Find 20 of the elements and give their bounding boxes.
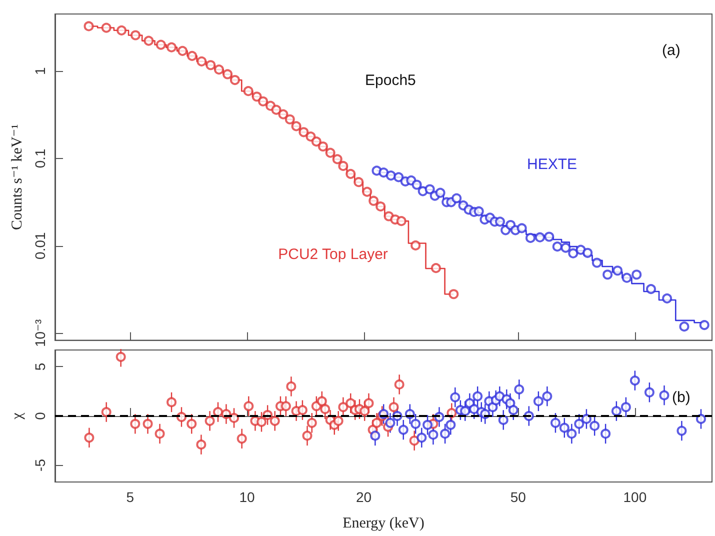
x-tick-label: 20 <box>356 489 372 505</box>
annotation: Epoch5 <box>365 72 416 89</box>
x-tick-label: 5 <box>126 489 134 505</box>
x-tick-label: 10 <box>239 489 255 505</box>
y-tick-label: -5 <box>32 458 48 472</box>
annotation: (a) <box>662 42 680 59</box>
x-tick-label: 50 <box>510 489 526 505</box>
y-tick-label: 10⁻³ <box>32 319 48 347</box>
y-tick-label: 0 <box>32 412 48 420</box>
y-tick-label: 5 <box>32 362 48 371</box>
y-axis-title: Counts s⁻¹ keV⁻¹ <box>10 124 26 230</box>
y-tick-label: 0.1 <box>32 148 48 168</box>
y-tick-label: 0.01 <box>32 232 48 260</box>
y-axis-title: χ <box>10 412 26 420</box>
x-tick-label: 100 <box>623 489 647 505</box>
series-label: PCU2 Top Layer <box>278 246 388 263</box>
y-tick-label: 1 <box>32 66 48 75</box>
annotation: (b) <box>672 389 690 406</box>
x-axis-title: Energy (keV) <box>342 516 424 532</box>
text: HEXTE <box>526 156 578 173</box>
